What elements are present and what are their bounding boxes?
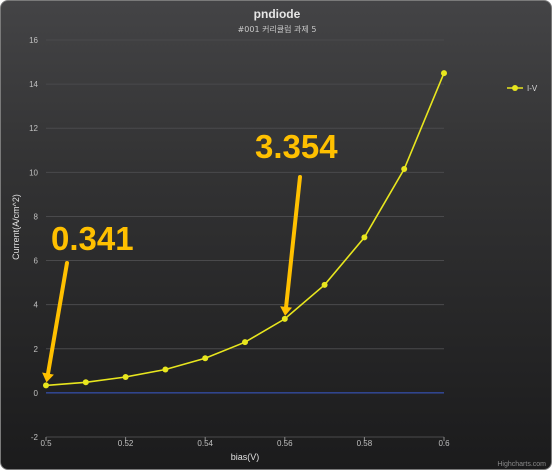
data-point [43, 382, 49, 389]
annotation-layer: 0.341 3.354 [42, 128, 338, 383]
data-point [361, 234, 368, 241]
y-tick-label: 10 [29, 168, 38, 177]
y-tick-label: 2 [34, 345, 39, 354]
legend[interactable]: I-V [507, 84, 538, 93]
data-point [242, 339, 248, 346]
y-tick-label: 6 [34, 257, 39, 266]
annotation-arrow-shaft [46, 261, 69, 376]
data-point [122, 374, 129, 381]
y-tick-label: 8 [34, 212, 39, 221]
data-point [162, 366, 169, 373]
annotation-arrow-head [42, 372, 54, 383]
x-tick-label: 0.6 [438, 439, 450, 448]
y-tick-label: 14 [29, 80, 38, 89]
data-point [441, 70, 447, 77]
series-layer [43, 70, 447, 389]
x-tick-label: 0.5 [40, 439, 52, 448]
axis-layer: -2 0 2 4 6 8 10 12 14 16 0.5 0.52 0.54 0.56 0.58 0.6 [29, 36, 450, 448]
grid-layer [46, 39, 444, 438]
y-tick-label: 12 [29, 124, 38, 133]
credits-link[interactable]: Highcharts.com [497, 461, 546, 468]
data-point [401, 166, 408, 173]
y-tick-label: -2 [31, 433, 39, 442]
y-tick-label: 16 [29, 36, 38, 45]
y-axis-title: Current(A/cm^2) [11, 194, 21, 260]
annotation-arrow-head [280, 306, 292, 316]
data-point [82, 379, 89, 386]
y-tick-label: 0 [34, 389, 39, 398]
x-axis-title: bias(V) [231, 452, 260, 462]
data-point [202, 355, 209, 362]
x-tick-label: 0.52 [118, 439, 134, 448]
legend-marker-symbol [512, 85, 518, 91]
y-tick-label: 4 [34, 301, 39, 310]
chart-subtitle: #001 커리큘럼 과제 5 [238, 25, 317, 34]
chart-title: pndiode [254, 7, 301, 21]
data-point [321, 281, 328, 288]
x-tick-label: 0.54 [197, 439, 213, 448]
annotation-label: 0.341 [51, 220, 134, 257]
x-tick-label: 0.56 [277, 439, 293, 448]
annotation-arrow-shaft [284, 175, 302, 309]
x-tick-label: 0.58 [357, 439, 373, 448]
annotation-label: 3.354 [255, 128, 338, 165]
data-point [281, 315, 288, 322]
legend-item-iv[interactable]: I-V [527, 84, 538, 93]
